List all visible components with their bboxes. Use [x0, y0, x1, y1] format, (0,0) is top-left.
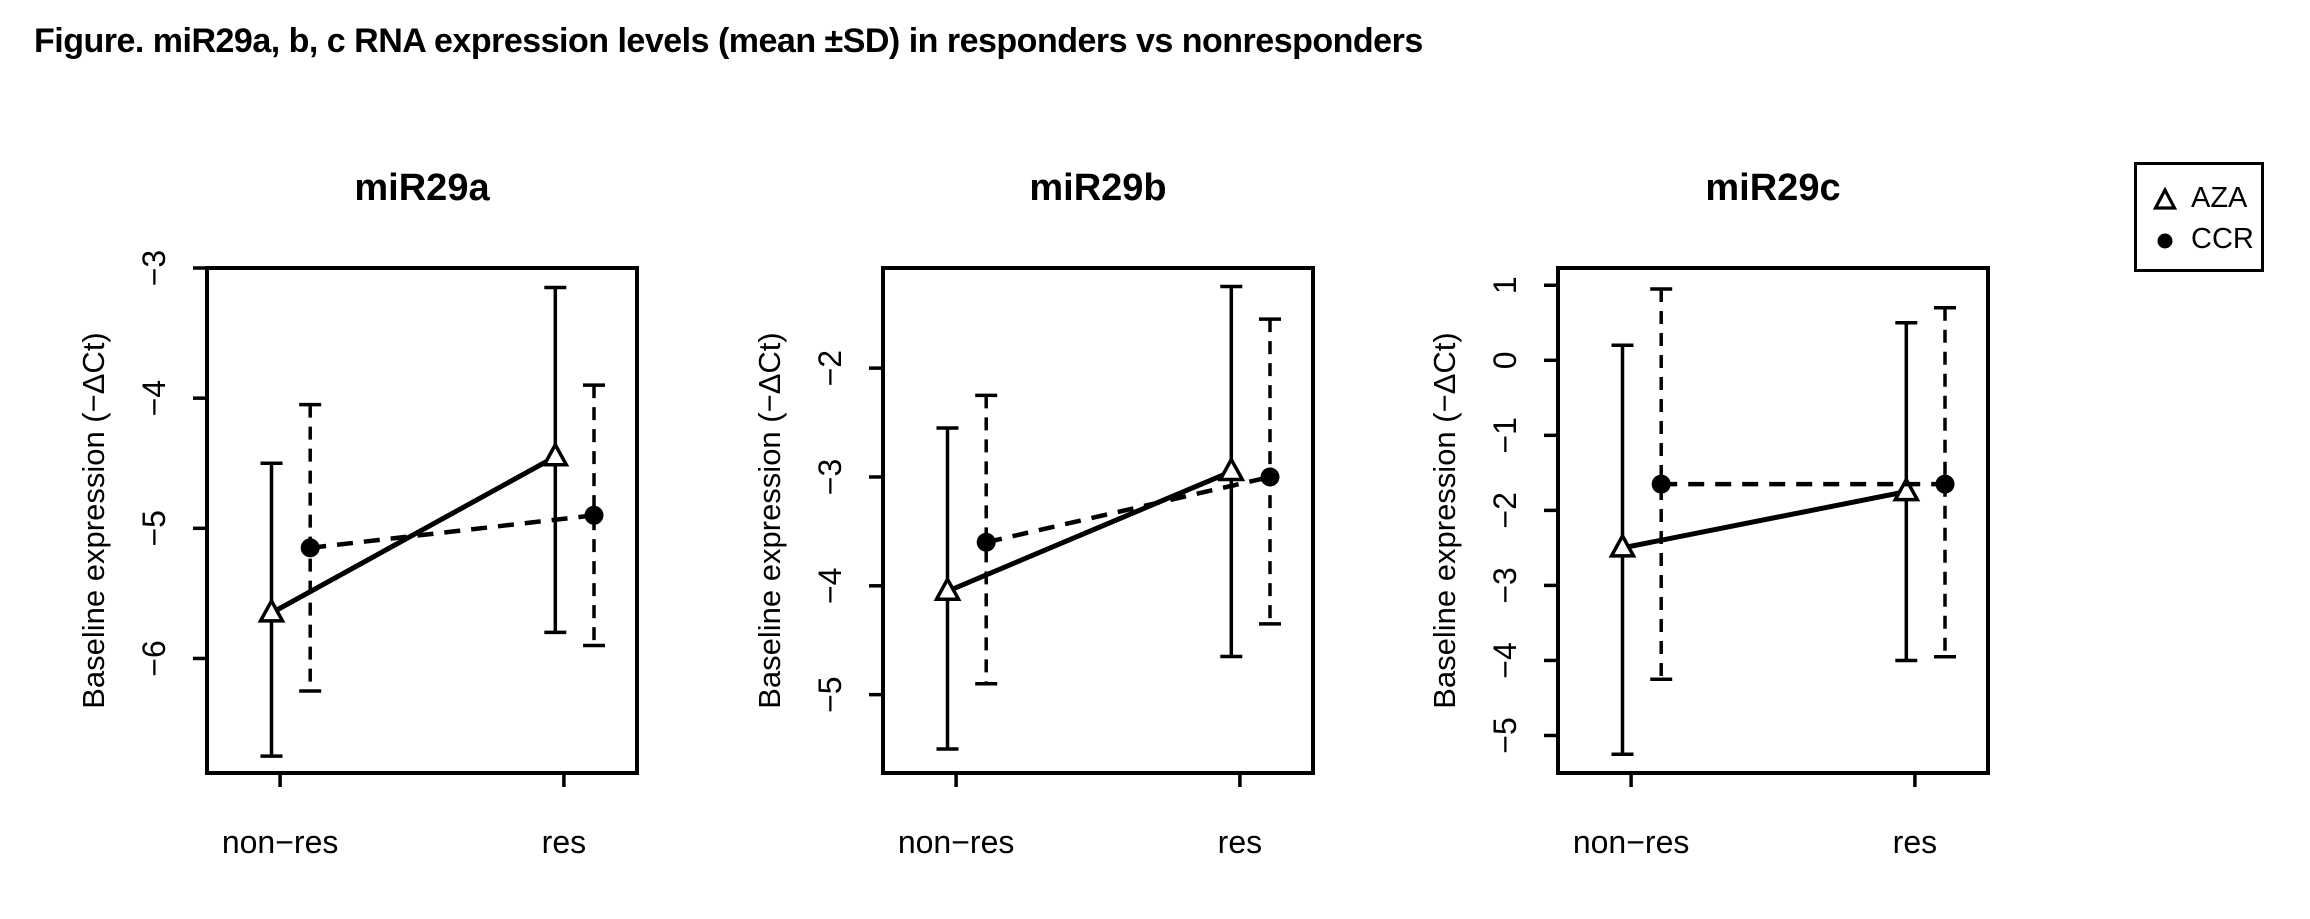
legend: AZA CCR: [2134, 162, 2264, 272]
series-AZA: [933, 284, 1246, 751]
marker-triangle: [933, 575, 962, 601]
panel-title: miR29c: [1705, 167, 1840, 209]
y-tick-label: 0: [1487, 351, 1523, 369]
panel-miR29c: miR29c Baseline expression (−ΔCt) 1 0 −1 −2 −3…: [1427, 167, 1990, 860]
series-CCR: [975, 317, 1281, 686]
series-line: [985, 474, 1271, 545]
legend-label-ccr: CCR: [2191, 223, 2254, 255]
marker-circle: [1935, 474, 1955, 494]
y-tick-label: −4: [136, 380, 172, 416]
legend-label-aza: AZA: [2191, 182, 2248, 214]
legend-item-aza: AZA: [2152, 178, 2261, 219]
series-line: [946, 469, 1233, 594]
x-tick-label: res: [542, 824, 586, 860]
marker-triangle: [257, 597, 286, 623]
series-AZA: [257, 285, 570, 758]
filled-circle-icon: [2157, 233, 2173, 248]
x-tick-label: non−res: [222, 824, 339, 860]
panel-box: [881, 266, 1315, 775]
marker-circle: [584, 505, 604, 525]
x-tick-label: non−res: [1573, 824, 1690, 860]
x-tick-label: res: [1893, 824, 1937, 860]
y-tick-label: 1: [1487, 276, 1523, 294]
panel-box: [205, 266, 639, 775]
series-line: [309, 513, 595, 551]
marker-circle: [1260, 467, 1280, 487]
panel-miR29a: miR29a Baseline expression (−ΔCt) −3 −4 −5 −6…: [76, 167, 639, 860]
y-tick-label: −6: [136, 640, 172, 676]
y-tick-label: −1: [1487, 417, 1523, 453]
marker-triangle: [1608, 532, 1637, 558]
y-tick-label: −5: [812, 676, 848, 712]
y-axis-label: Baseline expression (−ΔCt): [1427, 332, 1462, 709]
marker-triangle: [1892, 475, 1921, 502]
marker-circle: [976, 532, 996, 552]
panel-title: miR29b: [1029, 167, 1166, 209]
series-line: [1622, 489, 1907, 551]
open-triangle-icon: [2152, 186, 2178, 210]
series-CCR: [1650, 287, 1956, 681]
y-axis-label: Baseline expression (−ΔCt): [76, 332, 111, 709]
legend-item-ccr: CCR: [2152, 219, 2261, 260]
figure-title: Figure. miR29a, b, c RNA expression leve…: [34, 22, 1423, 60]
y-axis-label: Baseline expression (−ΔCt): [752, 332, 787, 709]
marker-circle: [300, 538, 320, 558]
marker-triangle: [541, 441, 570, 467]
panel-box: [1556, 266, 1990, 775]
series-AZA: [1608, 321, 1921, 756]
y-tick-label: −4: [812, 568, 848, 604]
series-CCR: [299, 383, 605, 693]
x-tick-label: non−res: [898, 824, 1015, 860]
y-tick-label: −5: [1487, 717, 1523, 753]
y-tick-label: −2: [812, 350, 848, 386]
y-tick-label: −3: [136, 250, 172, 286]
panel-title: miR29a: [354, 167, 490, 209]
y-tick-label: −3: [812, 459, 848, 495]
y-tick-label: −3: [1487, 567, 1523, 603]
y-tick-label: −2: [1487, 492, 1523, 528]
marker-triangle: [1217, 455, 1246, 482]
x-tick-label: res: [1218, 824, 1262, 860]
panel-miR29b: miR29b Baseline expression (−ΔCt) −2 −3 −4 −5…: [752, 167, 1315, 860]
marker-circle: [1651, 474, 1671, 494]
y-tick-label: −4: [1487, 642, 1523, 678]
y-tick-label: −5: [136, 510, 172, 546]
series-line: [270, 454, 557, 616]
